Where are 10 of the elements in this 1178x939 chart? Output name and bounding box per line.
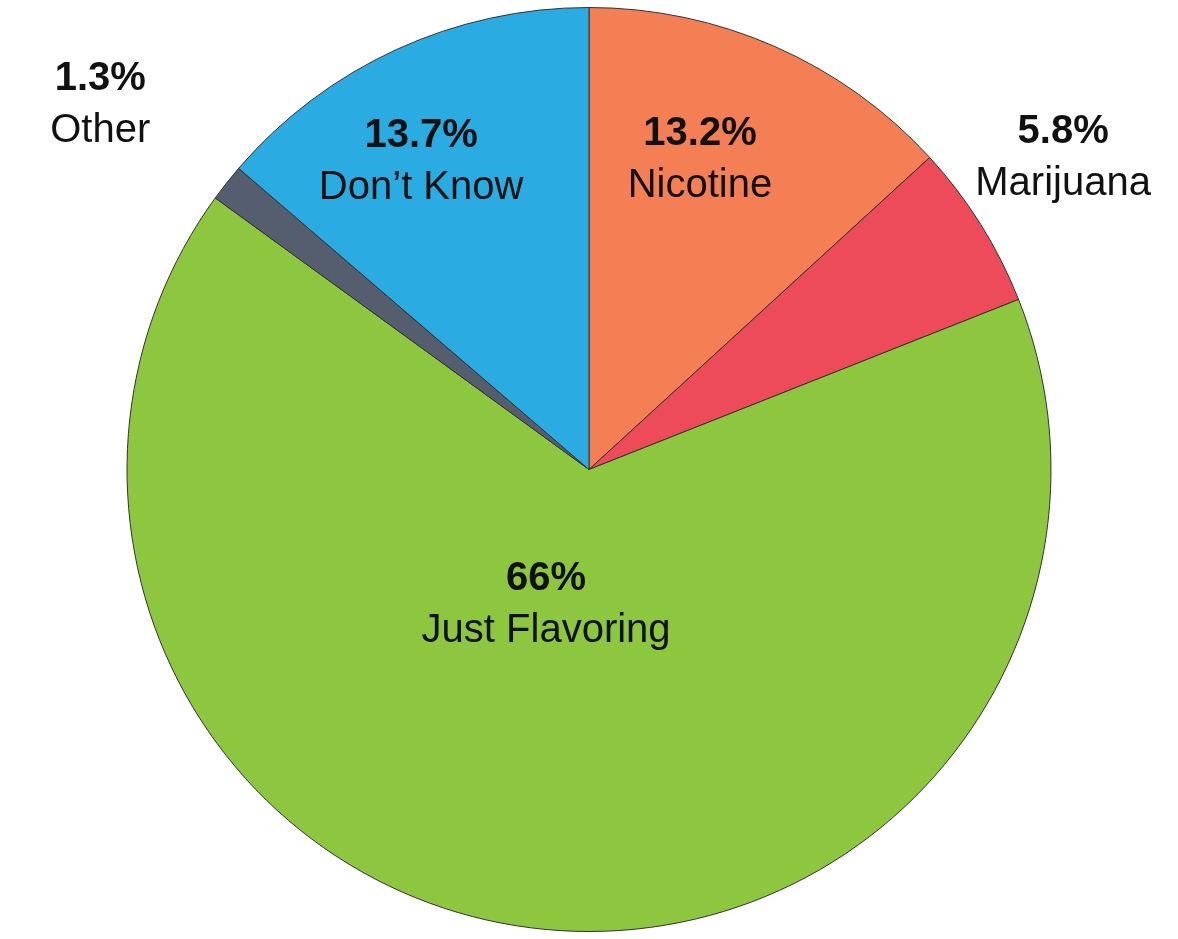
data-label: 13.7% bbox=[364, 111, 478, 156]
slice-label: Marijuana bbox=[975, 159, 1152, 203]
data-label: 66% bbox=[506, 553, 587, 598]
slice-label: Other bbox=[50, 106, 151, 151]
data-label: 5.8% bbox=[1017, 107, 1109, 151]
slice-label: Just Flavoring bbox=[421, 605, 671, 650]
slice-label: Don’t Know bbox=[318, 163, 524, 208]
data-label: 13.2% bbox=[643, 108, 757, 153]
data-label: 1.3% bbox=[54, 54, 146, 99]
slice-label: Nicotine bbox=[627, 160, 773, 205]
